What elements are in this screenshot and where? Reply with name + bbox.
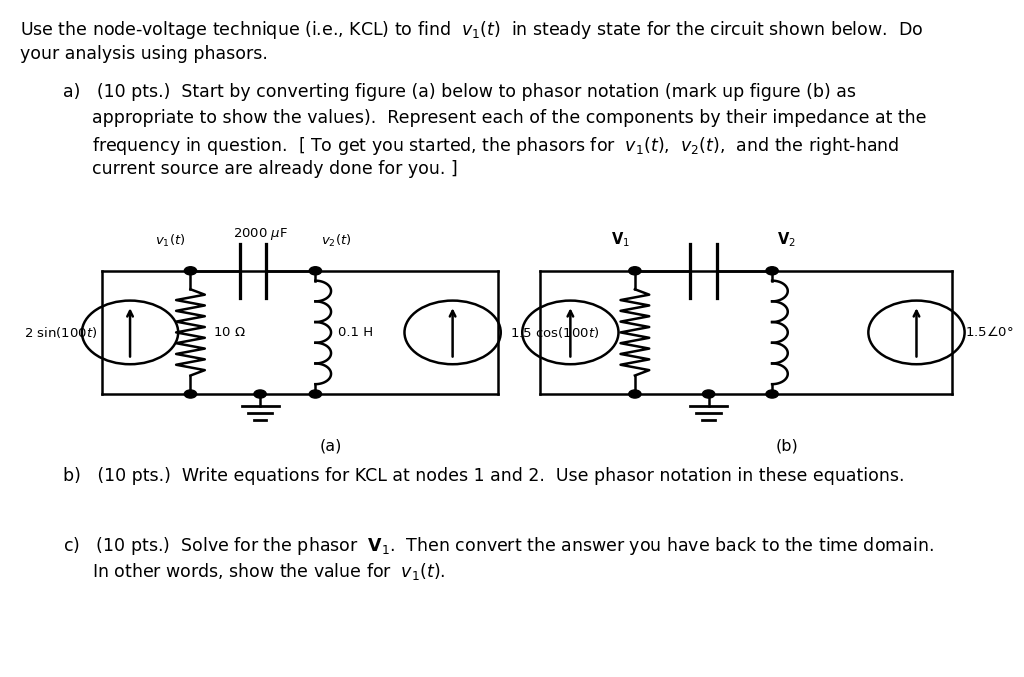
Circle shape [629,390,641,398]
Text: a)   (10 pts.)  Start by converting figure (a) below to phasor notation (mark up: a) (10 pts.) Start by converting figure … [63,83,856,102]
Circle shape [629,267,641,275]
Text: appropriate to show the values).  Represent each of the components by their impe: appropriate to show the values). Represe… [92,109,927,127]
Text: 2000 $\mu$F: 2000 $\mu$F [232,226,288,242]
Circle shape [309,390,322,398]
Circle shape [254,390,266,398]
Text: 1.5 cos(100$t$): 1.5 cos(100$t$) [510,325,599,340]
Circle shape [766,390,778,398]
Text: $\mathbf{V}_1$: $\mathbf{V}_1$ [610,230,630,249]
Text: b)   (10 pts.)  Write equations for KCL at nodes 1 and 2.  Use phasor notation i: b) (10 pts.) Write equations for KCL at … [63,467,905,485]
Text: 1.5$\angle$0°: 1.5$\angle$0° [965,326,1014,339]
Text: $v_2(t)$: $v_2(t)$ [321,233,351,249]
Text: 0.1 H: 0.1 H [338,326,373,339]
Circle shape [766,267,778,275]
Text: 10 $\Omega$: 10 $\Omega$ [213,326,246,339]
Text: your analysis using phasors.: your analysis using phasors. [20,45,268,63]
Text: (a): (a) [319,438,342,453]
Circle shape [702,390,715,398]
Text: In other words, show the value for  $v_1(t)$.: In other words, show the value for $v_1(… [92,561,445,582]
Text: (b): (b) [775,438,799,453]
Circle shape [184,390,197,398]
Text: 2 sin(100$t$): 2 sin(100$t$) [24,325,97,340]
Text: $\mathbf{V}_2$: $\mathbf{V}_2$ [777,230,796,249]
Text: $v_1(t)$: $v_1(t)$ [155,233,185,249]
Text: frequency in question.  [ To get you started, the phasors for  $v_1(t)$,  $v_2(t: frequency in question. [ To get you star… [92,135,899,156]
Text: Use the node-voltage technique (i.e., KCL) to find  $v_1(t)$  in steady state fo: Use the node-voltage technique (i.e., KC… [20,19,924,41]
Text: c)   (10 pts.)  Solve for the phasor  $\mathbf{V}_1$.  Then convert the answer y: c) (10 pts.) Solve for the phasor $\math… [63,535,934,556]
Text: current source are already done for you. ]: current source are already done for you.… [92,160,458,179]
Circle shape [309,267,322,275]
Circle shape [184,267,197,275]
